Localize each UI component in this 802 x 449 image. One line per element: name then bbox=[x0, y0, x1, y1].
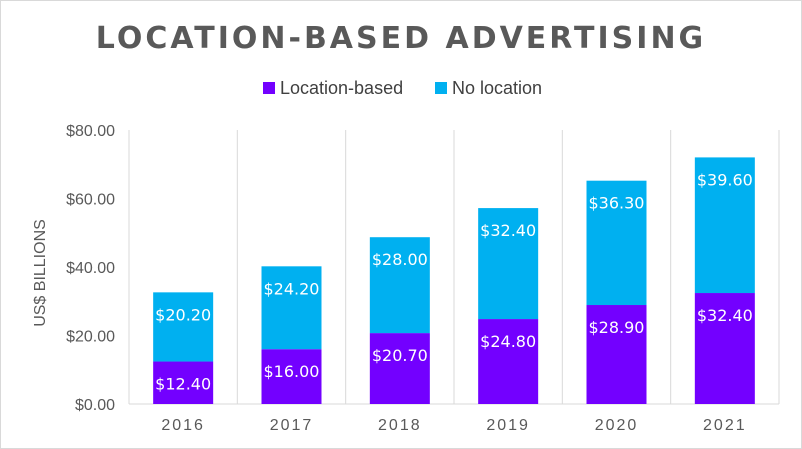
bar-location-based-2019 bbox=[478, 319, 539, 404]
y-tick-label: $80.00 bbox=[66, 123, 115, 140]
y-axis-label: US$ BILLIONS bbox=[32, 219, 49, 327]
y-tick-label: $40.00 bbox=[66, 260, 115, 277]
data-label: $28.00 bbox=[372, 250, 428, 269]
bar-location-based-2021 bbox=[694, 293, 755, 404]
data-label: $36.30 bbox=[589, 194, 645, 213]
bar-location-based-2017 bbox=[261, 349, 322, 404]
bar-no-location-2021 bbox=[694, 157, 755, 294]
bar-no-location-2017 bbox=[261, 266, 322, 350]
x-tick-label: 2021 bbox=[703, 417, 747, 434]
y-axis-ticks: $0.00 $20.00 $40.00 $60.00 $80.00 bbox=[66, 123, 115, 414]
x-tick-label: 2020 bbox=[595, 417, 639, 434]
bar-no-location-2020 bbox=[586, 180, 647, 306]
legend: Location-based No location bbox=[263, 78, 542, 98]
chart-title: LOCATION-BASED ADVERTISING bbox=[96, 21, 706, 56]
data-label: $20.70 bbox=[372, 346, 428, 365]
bar-location-based-2016 bbox=[153, 361, 214, 404]
x-tick-label: 2019 bbox=[486, 417, 530, 434]
bar-no-location-2018 bbox=[369, 237, 430, 334]
bar-location-based-2020 bbox=[586, 305, 647, 404]
bar-location-based-2018 bbox=[369, 333, 430, 404]
y-tick-label: $60.00 bbox=[66, 192, 115, 209]
x-axis-ticks: 2016 2017 2018 2019 2020 2021 bbox=[161, 417, 747, 434]
data-label: $39.60 bbox=[697, 170, 753, 189]
bar-no-location-2019 bbox=[478, 208, 539, 320]
y-tick-label: $0.00 bbox=[75, 397, 115, 414]
data-label: $32.40 bbox=[480, 221, 536, 240]
legend-swatch-1 bbox=[435, 82, 447, 94]
x-tick-label: 2016 bbox=[161, 417, 205, 434]
bars bbox=[153, 157, 755, 404]
data-label: $32.40 bbox=[697, 306, 753, 325]
x-tick-label: 2017 bbox=[270, 417, 314, 434]
legend-swatch-0 bbox=[263, 82, 275, 94]
data-label: $12.40 bbox=[155, 375, 211, 394]
data-label: $20.20 bbox=[155, 305, 211, 324]
bar-no-location-2016 bbox=[153, 292, 214, 362]
data-label: $28.90 bbox=[589, 318, 645, 337]
x-tick-label: 2018 bbox=[378, 417, 422, 434]
legend-label-0: Location-based bbox=[280, 78, 403, 98]
data-labels: $12.40 $20.20 $16.00 $24.20 $20.70 $28.00 $24.… bbox=[155, 170, 753, 393]
data-label: $16.00 bbox=[264, 362, 320, 381]
y-tick-label: $20.00 bbox=[66, 329, 115, 346]
data-label: $24.20 bbox=[264, 279, 320, 298]
data-label: $24.80 bbox=[480, 332, 536, 351]
gridlines bbox=[128, 130, 780, 405]
legend-label-1: No location bbox=[452, 78, 542, 98]
